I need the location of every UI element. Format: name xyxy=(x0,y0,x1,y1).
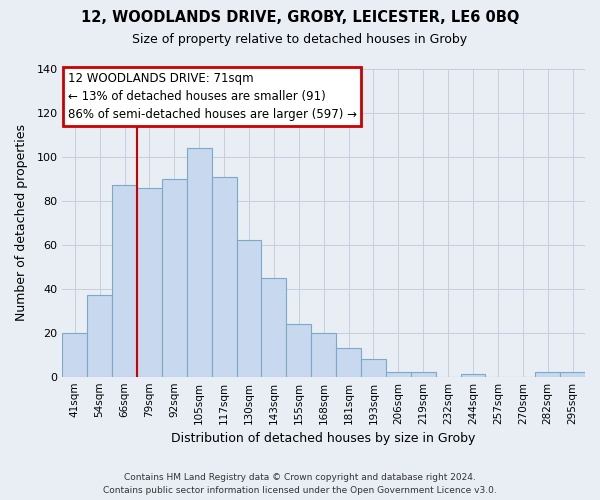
Bar xyxy=(560,372,585,376)
Text: Contains HM Land Registry data © Crown copyright and database right 2024.
Contai: Contains HM Land Registry data © Crown c… xyxy=(103,474,497,495)
Bar xyxy=(311,332,336,376)
Y-axis label: Number of detached properties: Number of detached properties xyxy=(15,124,28,322)
Bar xyxy=(361,359,386,376)
Bar xyxy=(212,176,236,376)
Text: 12, WOODLANDS DRIVE, GROBY, LEICESTER, LE6 0BQ: 12, WOODLANDS DRIVE, GROBY, LEICESTER, L… xyxy=(81,10,519,25)
Bar xyxy=(162,179,187,376)
Bar xyxy=(87,296,112,376)
Bar xyxy=(411,372,436,376)
Bar xyxy=(137,188,162,376)
Bar xyxy=(62,332,87,376)
Text: 12 WOODLANDS DRIVE: 71sqm
← 13% of detached houses are smaller (91)
86% of semi-: 12 WOODLANDS DRIVE: 71sqm ← 13% of detac… xyxy=(68,72,356,121)
Bar xyxy=(236,240,262,376)
Bar xyxy=(461,374,485,376)
Text: Size of property relative to detached houses in Groby: Size of property relative to detached ho… xyxy=(133,32,467,46)
X-axis label: Distribution of detached houses by size in Groby: Distribution of detached houses by size … xyxy=(172,432,476,445)
Bar xyxy=(336,348,361,376)
Bar xyxy=(386,372,411,376)
Bar xyxy=(535,372,560,376)
Bar xyxy=(112,186,137,376)
Bar xyxy=(187,148,212,376)
Bar xyxy=(262,278,286,376)
Bar xyxy=(286,324,311,376)
